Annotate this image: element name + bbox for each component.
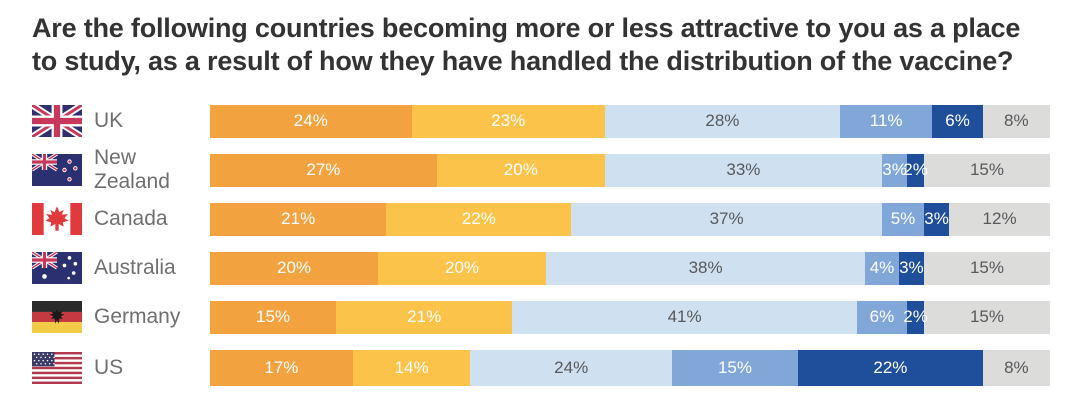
segment-value-label: 37% [709,209,744,229]
segment-value-label: 4% [869,258,895,278]
country-label: Germany [94,305,181,329]
bar-segment-segment-5-dark-blue: 3% [923,202,950,236]
segment-value-label: 15% [969,160,1004,180]
chart-rows: UK 24% 23% 28% 11% 6% 8% New Zealand 27% 20% 33% 3%… [32,104,1050,386]
bar-segment-segment-4-medium-blue: 5% [881,202,924,236]
segment-value-label: 24% [554,357,589,377]
bar-segment-segment-2-yellow: 20% [378,251,546,285]
segment-value-label: 33% [726,160,761,180]
bar-segment-segment-6-gray: 15% [923,300,1050,334]
country-label: UK [94,109,124,133]
segment-value-label: 22% [461,209,496,229]
bar-segment-segment-4-medium-blue: 11% [839,104,933,138]
bar-segment-segment-5-dark-blue: 6% [932,104,983,138]
bar-segment-segment-1-dark-orange: 17% [210,349,353,386]
bar-segment-segment-1-dark-orange: 27% [210,153,437,187]
stacked-bar: 17% 14% 24% 15% 22% 8% [210,349,1050,386]
segment-value-label: 28% [705,111,740,131]
segment-value-label: 6% [869,307,895,327]
chart-row: New Zealand 27% 20% 33% 3% 2% 15% [32,146,1050,193]
segment-value-label: 15% [969,307,1004,327]
bar-segment-segment-6-gray: 12% [949,202,1050,236]
bar-segment-segment-5-dark-blue: 22% [797,349,983,386]
segment-value-label: 6% [945,111,970,131]
segment-value-label: 8% [1004,111,1029,131]
segment-value-label: 12% [982,209,1017,229]
stacked-bar: 24% 23% 28% 11% 6% 8% [210,104,1050,138]
bar-segment-segment-2-yellow: 23% [411,104,605,138]
chart-row: UK 24% 23% 28% 11% 6% 8% [32,104,1050,138]
segment-value-label: 22% [873,357,908,377]
segment-value-label: 2% [903,307,928,327]
stacked-bar: 15% 21% 41% 6% 2% 15% [210,300,1050,334]
segment-value-label: 21% [281,209,316,229]
segment-value-label: 15% [969,258,1004,278]
au-flag-icon [32,252,82,285]
bar-segment-segment-4-medium-blue: 6% [856,300,908,334]
bar-segment-segment-6-gray: 8% [982,349,1050,386]
segment-value-label: 8% [1004,357,1029,377]
bar-segment-segment-3-light-blue: 41% [512,300,857,334]
segment-value-label: 5% [890,209,916,229]
country-label: New Zealand [94,146,170,194]
bar-segment-segment-3-light-blue: 33% [604,153,882,187]
chart-row: Germany 15% 21% 41% 6% 2% 15% [32,300,1050,334]
bar-segment-segment-1-dark-orange: 21% [210,202,387,236]
segment-value-label: 17% [264,357,299,377]
bar-segment-segment-6-gray: 15% [923,251,1050,285]
bar-segment-segment-2-yellow: 14% [352,349,471,386]
survey-infographic: Are the following countries becoming mor… [32,13,1050,386]
segment-value-label: 11% [869,111,903,131]
stacked-bar: 21% 22% 37% 5% 3% 12% [210,202,1050,236]
segment-value-label: 3% [924,209,949,229]
segment-value-label: 23% [491,111,526,131]
bar-segment-segment-2-yellow: 22% [386,202,572,236]
bar-segment-segment-5-dark-blue: 3% [898,251,924,285]
segment-value-label: 3% [882,160,907,180]
country-label: US [94,355,124,379]
bar-segment-segment-5-dark-blue: 2% [903,153,928,187]
segment-value-label: 24% [293,111,328,131]
segment-value-label: 20% [276,258,312,278]
uk-flag-icon [32,105,82,138]
stacked-bar: 20% 20% 38% 4% 3% 15% [210,251,1050,285]
bar-segment-segment-3-light-blue: 37% [571,202,882,236]
segment-value-label: 2% [903,160,928,180]
bar-segment-segment-2-yellow: 21% [336,300,513,334]
bar-segment-segment-3-light-blue: 28% [604,104,840,138]
segment-value-label: 38% [688,258,723,278]
segment-value-label: 14% [394,357,429,377]
segment-value-label: 3% [899,258,924,278]
segment-value-label: 20% [503,160,538,180]
segment-value-label: 15% [717,357,752,377]
bar-segment-segment-2-yellow: 20% [436,153,605,187]
chart-row: Australia 20% 20% 38% 4% 3% 15% [32,251,1050,285]
nz-flag-icon [32,154,82,187]
ca-flag-icon [32,203,82,236]
chart-title: Are the following countries becoming mor… [32,13,1021,77]
de-flag-icon [32,301,82,334]
bar-segment-segment-4-medium-blue: 15% [671,349,798,386]
bar-segment-segment-1-dark-orange: 15% [210,300,336,334]
bar-segment-segment-4-medium-blue: 4% [865,251,899,285]
chart-row: Canada 21% 22% 37% 5% 3% 12% [32,202,1050,236]
bar-segment-segment-6-gray: 15% [923,153,1050,187]
bar-segment-segment-3-light-blue: 38% [546,251,866,285]
segment-value-label: 20% [444,258,480,278]
bar-segment-segment-6-gray: 8% [982,104,1050,138]
bar-segment-segment-3-light-blue: 24% [470,349,672,386]
segment-value-label: 21% [407,307,442,327]
bar-segment-segment-1-dark-orange: 20% [210,251,378,285]
segment-value-label: 15% [255,307,291,327]
bar-segment-segment-5-dark-blue: 2% [903,300,928,334]
segment-value-label: 41% [667,307,702,327]
bar-segment-segment-1-dark-orange: 24% [210,104,412,138]
country-label: Australia [94,256,176,280]
us-flag-icon [32,351,82,384]
bar-segment-segment-4-medium-blue: 3% [881,153,908,187]
chart-row: US 17% 14% 24% 15% 22% 8% [32,349,1050,386]
country-label: Canada [94,207,168,231]
stacked-bar: 27% 20% 33% 3% 2% 15% [210,153,1050,187]
segment-value-label: 27% [306,160,341,180]
